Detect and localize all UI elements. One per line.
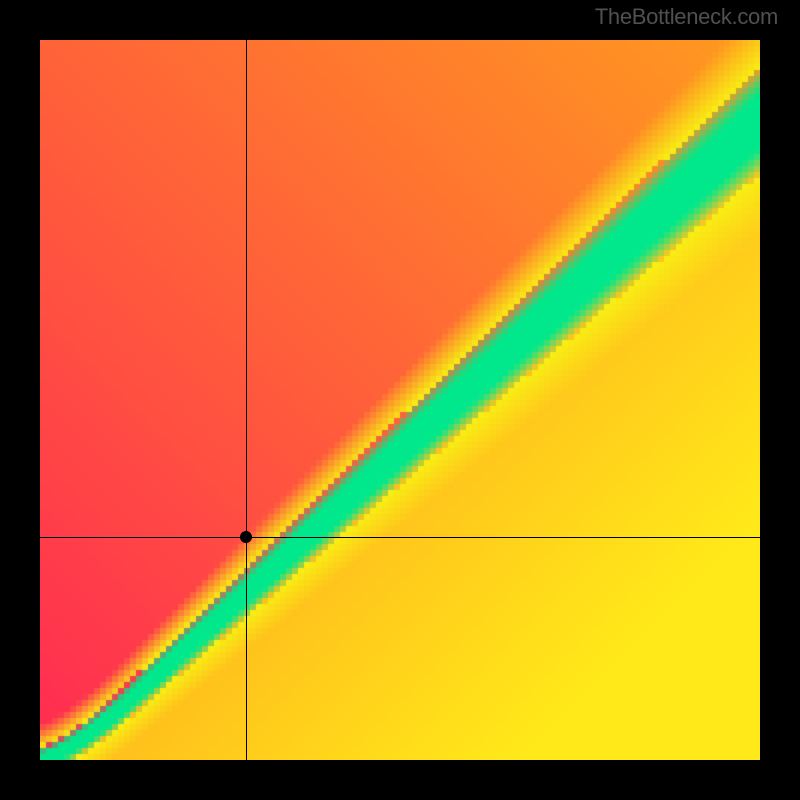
- heatmap-canvas: [40, 40, 760, 760]
- heatmap-plot: [40, 40, 760, 760]
- watermark-text: TheBottleneck.com: [595, 4, 778, 30]
- chart-container: TheBottleneck.com: [0, 0, 800, 800]
